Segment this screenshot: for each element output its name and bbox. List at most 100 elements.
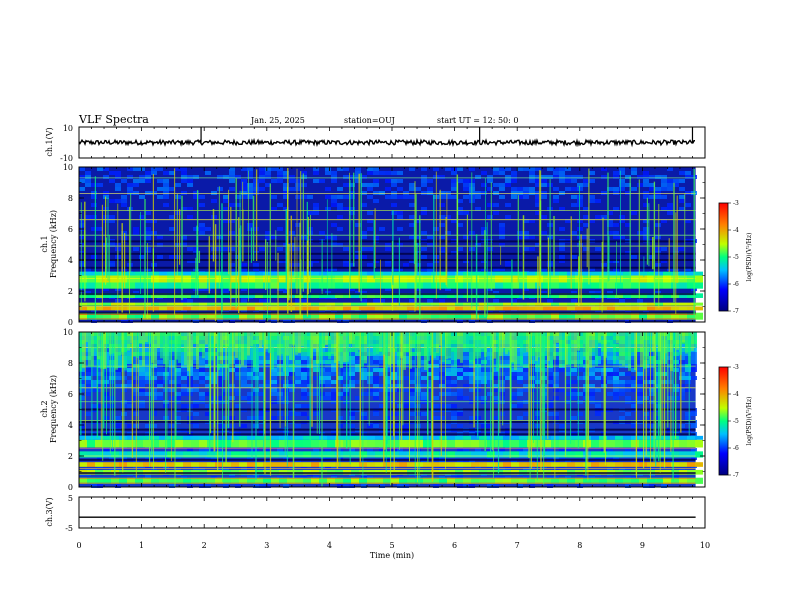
spectrogram-high-band xyxy=(208,332,211,367)
spectrogram-cell xyxy=(193,175,199,179)
spectrogram-cell xyxy=(97,167,103,171)
spectrogram-cell xyxy=(529,219,535,223)
spectrogram-band xyxy=(567,293,575,298)
ch1-spectrogram-ticks xyxy=(78,166,706,323)
spectrogram-cell xyxy=(499,231,505,235)
spectrogram-cell xyxy=(571,368,577,372)
spectrogram-high-band xyxy=(541,332,544,371)
spectrogram-cell xyxy=(79,187,85,191)
spectrogram-cell xyxy=(535,412,541,416)
spectrogram-band xyxy=(607,306,615,311)
spectrogram-high-band xyxy=(589,332,592,368)
spectrogram-high-band xyxy=(82,332,85,369)
spectrogram-band xyxy=(175,293,183,298)
spectrogram-band xyxy=(391,462,399,467)
spectrogram-band xyxy=(343,312,351,320)
spectrogram-cell xyxy=(541,179,547,183)
spectrogram-cell xyxy=(343,368,349,372)
spectrogram-cell xyxy=(97,384,103,388)
spectrogram-band xyxy=(607,451,615,458)
spectrogram-cell xyxy=(523,376,529,380)
spectrogram-dark-line xyxy=(79,266,696,269)
spectrogram-cell xyxy=(415,456,421,460)
spectrogram-band xyxy=(455,312,463,320)
spectrogram-cell xyxy=(103,448,109,452)
spectrogram-band xyxy=(495,312,503,320)
spectrogram-cell xyxy=(325,456,331,460)
spectrogram-cell xyxy=(481,396,487,400)
spectrogram-cell xyxy=(517,187,523,191)
frequency-tick-label: 4 xyxy=(68,256,73,265)
spectrogram-cell xyxy=(373,356,379,360)
spectrogram-cell xyxy=(247,396,253,400)
spectrogram-cell xyxy=(199,227,205,231)
spectrogram-high-band xyxy=(88,332,91,367)
spectrogram-cell xyxy=(175,396,181,400)
spectrogram-cell xyxy=(559,207,565,211)
spectrogram-cell xyxy=(157,243,163,247)
spectrogram-cell xyxy=(409,368,415,372)
spectrogram-cell xyxy=(505,167,511,171)
spectrogram-band xyxy=(191,306,199,311)
spectrogram-band xyxy=(183,477,191,484)
spectrogram-cell xyxy=(385,187,391,191)
spectrogram-cell xyxy=(253,267,259,271)
spectrogram-cell xyxy=(439,376,445,380)
spectrogram-high-band xyxy=(346,332,349,362)
spectrogram-band xyxy=(135,293,143,298)
spectrogram-cell xyxy=(373,199,379,203)
spectrogram-cell xyxy=(367,219,373,223)
spectrogram-band xyxy=(367,435,375,440)
spectrogram-cell xyxy=(385,392,391,396)
spectrogram-band xyxy=(615,312,623,320)
spectrogram-band xyxy=(167,271,175,276)
spectrogram-cell xyxy=(373,412,379,416)
spectrogram-cell xyxy=(157,384,163,388)
spectrogram-band xyxy=(231,451,239,458)
spectrogram-cell xyxy=(517,484,523,488)
spectrogram-band xyxy=(543,435,551,440)
spectrogram-cell xyxy=(193,384,199,388)
spectrogram-cell xyxy=(637,372,643,376)
spectrogram-cell xyxy=(541,175,547,179)
spectrogram-band xyxy=(223,312,231,320)
spectrogram-band xyxy=(127,451,135,458)
spectrogram-cell xyxy=(421,183,427,187)
spectrogram-cell xyxy=(547,167,553,171)
spectrogram-cell xyxy=(433,372,439,376)
spectrogram-cell xyxy=(433,167,439,171)
spectrogram-cell xyxy=(397,179,403,183)
panel-ch1-waveform: 10 -10 ch.1(V) xyxy=(45,124,706,163)
spectrogram-cell xyxy=(499,187,505,191)
spectrogram-high-band xyxy=(226,332,229,347)
spectrogram-cell xyxy=(205,384,211,388)
spectrogram-band xyxy=(607,280,615,289)
spectrogram-band xyxy=(279,293,287,298)
spectrogram-cell xyxy=(613,396,619,400)
spectrogram-cell xyxy=(649,175,655,179)
spectrogram-band xyxy=(575,451,583,458)
spectrogram-cell xyxy=(169,376,175,380)
spectrogram-cell xyxy=(343,372,349,376)
spectrogram-cell xyxy=(247,360,253,364)
spectrogram-cell xyxy=(589,384,595,388)
spectrogram-cell xyxy=(367,388,373,392)
spectrogram-high-band xyxy=(463,332,466,349)
spectrogram-cell xyxy=(115,175,121,179)
spectrogram-band xyxy=(599,312,607,320)
spectrogram-cell xyxy=(139,175,145,179)
spectrogram-band xyxy=(527,462,535,467)
spectrogram-band xyxy=(191,280,199,289)
spectrogram-cell xyxy=(397,456,403,460)
spectrogram-band xyxy=(375,451,383,458)
spectrogram-cell xyxy=(541,291,547,295)
spectrogram-cell xyxy=(577,183,583,187)
spectrogram-cell xyxy=(301,299,307,303)
spectrogram-band xyxy=(439,312,447,320)
spectrogram-band xyxy=(639,271,647,276)
spectrogram-cell xyxy=(205,376,211,380)
spectrogram-cell xyxy=(169,215,175,219)
spectrogram-band xyxy=(375,280,383,289)
spectrogram-cell xyxy=(649,352,655,356)
